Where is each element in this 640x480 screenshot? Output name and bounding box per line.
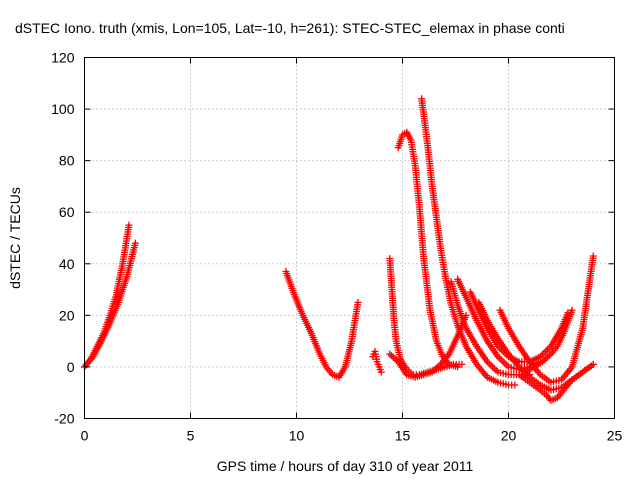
y-axis-label: dSTEC / TECUs bbox=[7, 187, 23, 289]
y-tick-label: 120 bbox=[51, 50, 75, 66]
data-point bbox=[125, 221, 133, 229]
data-point bbox=[131, 239, 139, 247]
data-point bbox=[354, 298, 362, 306]
grid bbox=[84, 57, 615, 419]
x-tick-label: 15 bbox=[395, 428, 411, 444]
series-13 bbox=[496, 252, 597, 386]
chart-title: dSTEC Iono. truth (xmis, Lon=105, Lat=-1… bbox=[15, 20, 565, 36]
y-tick-label: 20 bbox=[59, 307, 75, 323]
x-tick-label: 10 bbox=[289, 428, 305, 444]
series-9 bbox=[447, 278, 534, 379]
y-tick-label: 80 bbox=[59, 153, 75, 169]
series-4 bbox=[369, 347, 385, 376]
data-point bbox=[377, 368, 385, 376]
y-tick-label: -20 bbox=[54, 411, 74, 427]
x-axis-label: GPS time / hours of day 310 of year 2011 bbox=[217, 458, 474, 474]
x-tick-label: 25 bbox=[607, 428, 623, 444]
data-point bbox=[454, 363, 462, 371]
x-tick-label: 5 bbox=[187, 428, 195, 444]
axis-ticks: 0 5 10 15 20 25 -20 0 20 40 60 80 100 120 bbox=[51, 50, 622, 444]
data-marks bbox=[81, 95, 597, 404]
series-14 bbox=[515, 360, 597, 404]
y-tick-label: 40 bbox=[59, 256, 75, 272]
data-point bbox=[511, 381, 519, 389]
x-tick-label: 0 bbox=[81, 428, 89, 444]
series-2 bbox=[81, 239, 139, 371]
y-tick-label: 60 bbox=[59, 204, 75, 220]
data-point bbox=[589, 360, 597, 368]
data-point bbox=[568, 306, 576, 314]
y-tick-label: 100 bbox=[51, 101, 75, 117]
series-7 bbox=[394, 128, 462, 371]
x-tick-label: 20 bbox=[501, 428, 517, 444]
series-3 bbox=[282, 268, 362, 381]
series-8 bbox=[418, 95, 519, 389]
data-point bbox=[589, 252, 597, 260]
plot-frame bbox=[84, 57, 615, 419]
y-tick-label: 0 bbox=[67, 359, 75, 375]
series-15 bbox=[521, 306, 576, 376]
data-point bbox=[458, 360, 466, 368]
